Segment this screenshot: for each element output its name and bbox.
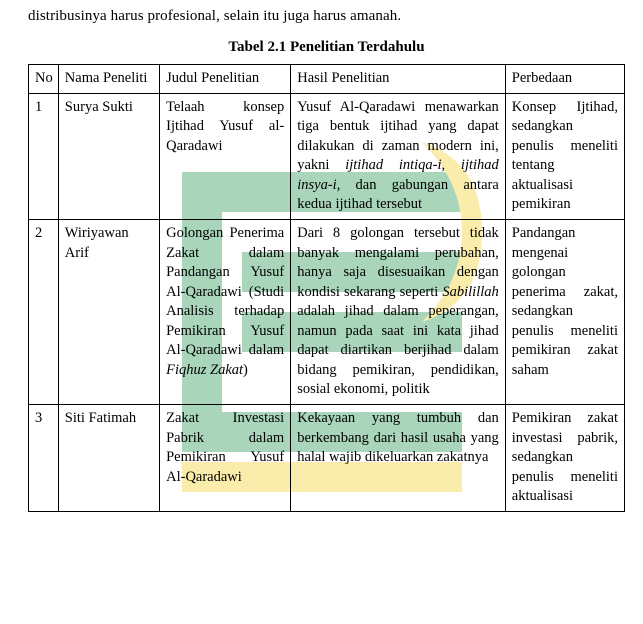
cell-hasil: Yusuf Al-Qaradawi menawarkan tiga bentuk… — [291, 93, 506, 219]
table-row: 3 Siti Fatimah Zakat Investasi Pabrik da… — [29, 405, 625, 512]
cell-judul: Telaah konsep Ijtihad Yusuf al-Qaradawi — [160, 93, 291, 219]
cell-hasil: Dari 8 golongan tersebut tidak banyak me… — [291, 219, 506, 404]
cell-judul-pre: Golongan Penerima Zakat dalam Pandangan … — [166, 225, 284, 358]
table-row: 2 Wiriyawan Arif Golongan Penerima Zakat… — [29, 219, 625, 404]
cell-judul-text: Telaah konsep Ijtihad Yusuf al-Qaradawi — [166, 99, 284, 154]
cell-perbedaan: Pandangan mengenai golongan penerima zak… — [505, 219, 624, 404]
cell-judul: Zakat Investasi Pabrik dalam Pemikiran Y… — [160, 405, 291, 512]
table-title: Tabel 2.1 Penelitian Terdahulu — [28, 39, 625, 56]
cell-hasil-italic: ijtihad intiqa-i — [345, 157, 441, 173]
cell-no: 1 — [29, 93, 59, 219]
page-content: distribusinya harus profesional, selain … — [0, 0, 643, 512]
cell-perbedaan: Konsep Ijtihad, sedangkan penulis meneli… — [505, 93, 624, 219]
cell-hasil-mid: , — [442, 157, 461, 173]
leading-fragment: distribusinya harus profesional, selain … — [28, 8, 625, 25]
cell-judul: Golongan Penerima Zakat dalam Pandangan … — [160, 219, 291, 404]
cell-nama: Wiriyawan Arif — [58, 219, 159, 404]
cell-judul-post: ) — [243, 362, 248, 378]
cell-hasil-italic: Sabilillah — [442, 284, 498, 300]
prior-research-table: No Nama Peneliti Judul Penelitian Hasil … — [28, 64, 625, 512]
cell-perbedaan: Pemikiran zakat investasi pabrik, sedang… — [505, 405, 624, 512]
col-judul: Judul Penelitian — [160, 65, 291, 94]
col-hasil: Hasil Penelitian — [291, 65, 506, 94]
col-no: No — [29, 65, 59, 94]
cell-no: 2 — [29, 219, 59, 404]
col-perbedaan: Perbedaan — [505, 65, 624, 94]
cell-hasil: Kekayaan yang tumbuh dan berkembang dari… — [291, 405, 506, 512]
cell-hasil-post: adalah jihad dalam peperangan, namun pad… — [297, 303, 499, 397]
table-header-row: No Nama Peneliti Judul Penelitian Hasil … — [29, 65, 625, 94]
cell-no: 3 — [29, 405, 59, 512]
cell-nama: Siti Fatimah — [58, 405, 159, 512]
col-nama: Nama Peneliti — [58, 65, 159, 94]
cell-judul-italic: Fiqhuz Zakat — [166, 362, 243, 378]
table-row: 1 Surya Sukti Telaah konsep Ijtihad Yusu… — [29, 93, 625, 219]
cell-nama: Surya Sukti — [58, 93, 159, 219]
